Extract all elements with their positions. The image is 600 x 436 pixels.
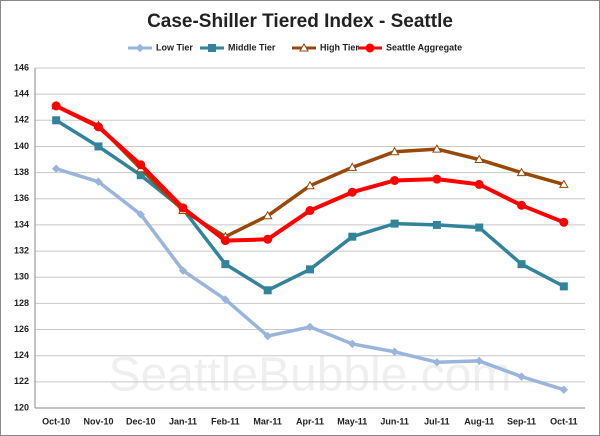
point [475,223,484,232]
y-tick-label: 124 [14,350,29,360]
y-tick-label: 126 [14,324,29,334]
point [263,286,272,295]
point [432,174,442,184]
point [208,44,216,52]
point [475,356,484,366]
point [51,164,61,173]
y-tick-label: 132 [14,245,29,255]
point [52,116,61,125]
y-tick-label: 146 [14,62,29,72]
x-tick-label: May-11 [337,416,367,426]
point [347,162,358,171]
point [517,372,526,381]
point [94,177,103,186]
point [299,42,309,52]
point [306,265,314,274]
x-tick-label: Mar-11 [253,416,282,426]
point [220,236,230,246]
point [305,206,315,216]
legend-label: Middle Tier [228,42,276,52]
x-tick-label: Aug-11 [464,416,494,426]
y-tick-label: 138 [14,167,29,177]
x-tick-label: Jul-11 [424,416,450,426]
point [559,385,569,394]
point [178,266,188,275]
point [474,179,484,189]
point [390,219,399,228]
y-tick-label: 130 [14,272,29,282]
x-tick-label: Apr-11 [296,416,324,426]
point [178,203,188,213]
legend-label: High Tier [320,42,359,52]
point [305,180,315,190]
watermark: SeattleBubble.com [109,349,512,402]
point [347,187,357,197]
point [474,154,485,164]
point [517,200,527,210]
point [263,234,273,244]
point [93,122,103,132]
point [136,160,146,170]
point [221,295,230,304]
y-tick-label: 140 [14,141,29,151]
x-tick-label: Jun-11 [380,416,409,426]
legend-label: Low Tier [156,42,193,52]
chart-title: Case-Shiller Tiered Index - Seattle [147,11,453,32]
point [559,282,568,291]
point [432,358,442,367]
point [516,167,527,177]
point [517,260,526,269]
point [558,179,569,188]
point [51,101,61,111]
x-tick-label: Oct-10 [42,416,70,426]
x-tick-label: Sep-11 [507,416,536,426]
point [389,146,400,156]
legend-label: Seattle Aggregate [386,42,462,52]
y-tick-label: 136 [14,193,29,203]
y-tick-label: 134 [14,219,29,229]
y-tick-label: 120 [14,402,29,412]
y-tick-label: 122 [14,376,29,386]
y-tick-label: 142 [14,115,29,125]
y-tick-label: 128 [14,298,29,308]
x-tick-label: Nov-10 [83,416,113,426]
point [390,347,399,356]
point [348,232,357,241]
point [263,331,272,341]
y-tick-label: 144 [14,89,29,99]
point [432,220,441,229]
x-tick-label: Jan-11 [169,416,197,426]
point [136,210,145,219]
point [559,217,569,227]
point [390,175,400,185]
point [348,339,357,349]
x-tick-label: Oct-11 [550,416,578,426]
x-tick-label: Dec-10 [126,416,156,426]
point [365,43,375,53]
point [135,43,145,53]
x-tick-label: Feb-11 [211,416,240,426]
point [262,210,273,220]
point [305,322,315,332]
point [94,142,103,151]
point [221,260,230,269]
point [432,144,442,153]
